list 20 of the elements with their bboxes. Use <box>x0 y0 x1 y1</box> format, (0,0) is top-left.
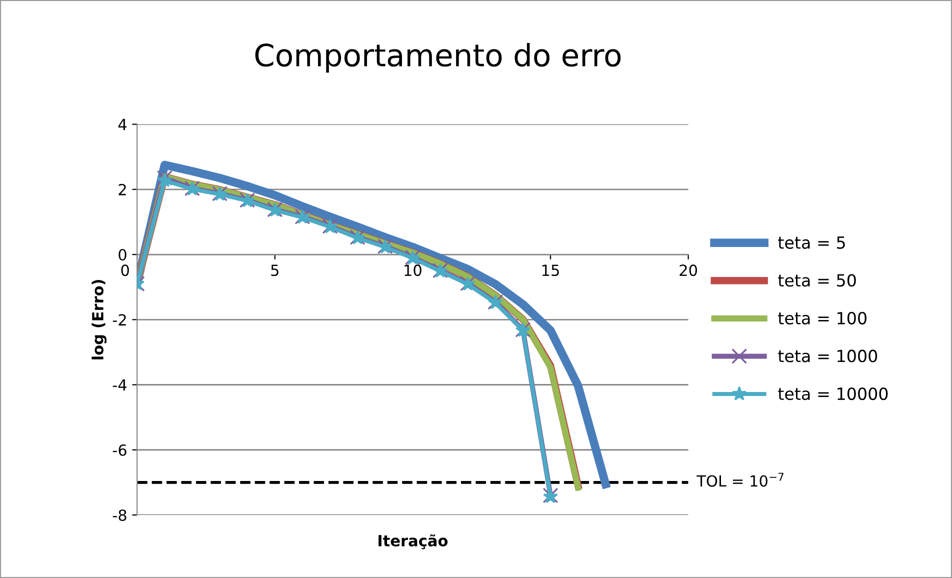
x-tick-label: 20 <box>680 264 697 276</box>
y-tick-label: -2 <box>112 314 126 326</box>
ref-line-label: TOL = 10$^{−7}$ <box>696 472 784 487</box>
x-tick-label: 10 <box>404 264 422 276</box>
legend-label: teta = 50 <box>778 274 856 287</box>
y-tick-label: -6 <box>112 444 126 456</box>
y-axis-title: log (Erro) <box>92 280 107 360</box>
x-tick-label: 5 <box>271 264 278 276</box>
y-tick-label: -8 <box>112 509 126 522</box>
y-tick-label: 2 <box>118 184 126 196</box>
x-axis-title: Iteração <box>378 534 448 550</box>
legend-label: teta = 1000 <box>778 350 878 362</box>
x-tick-label: 15 <box>542 264 559 276</box>
legend-label: teta = 10000 <box>778 387 888 400</box>
legend-label: teta = 100 <box>778 312 866 324</box>
y-tick-label: -4 <box>112 379 127 391</box>
chart-title: Comportamento do erro <box>255 43 621 73</box>
legend-label: teta = 5 <box>778 236 845 249</box>
y-tick-label: 0 <box>118 248 126 261</box>
y-tick-label: 4 <box>118 118 127 130</box>
